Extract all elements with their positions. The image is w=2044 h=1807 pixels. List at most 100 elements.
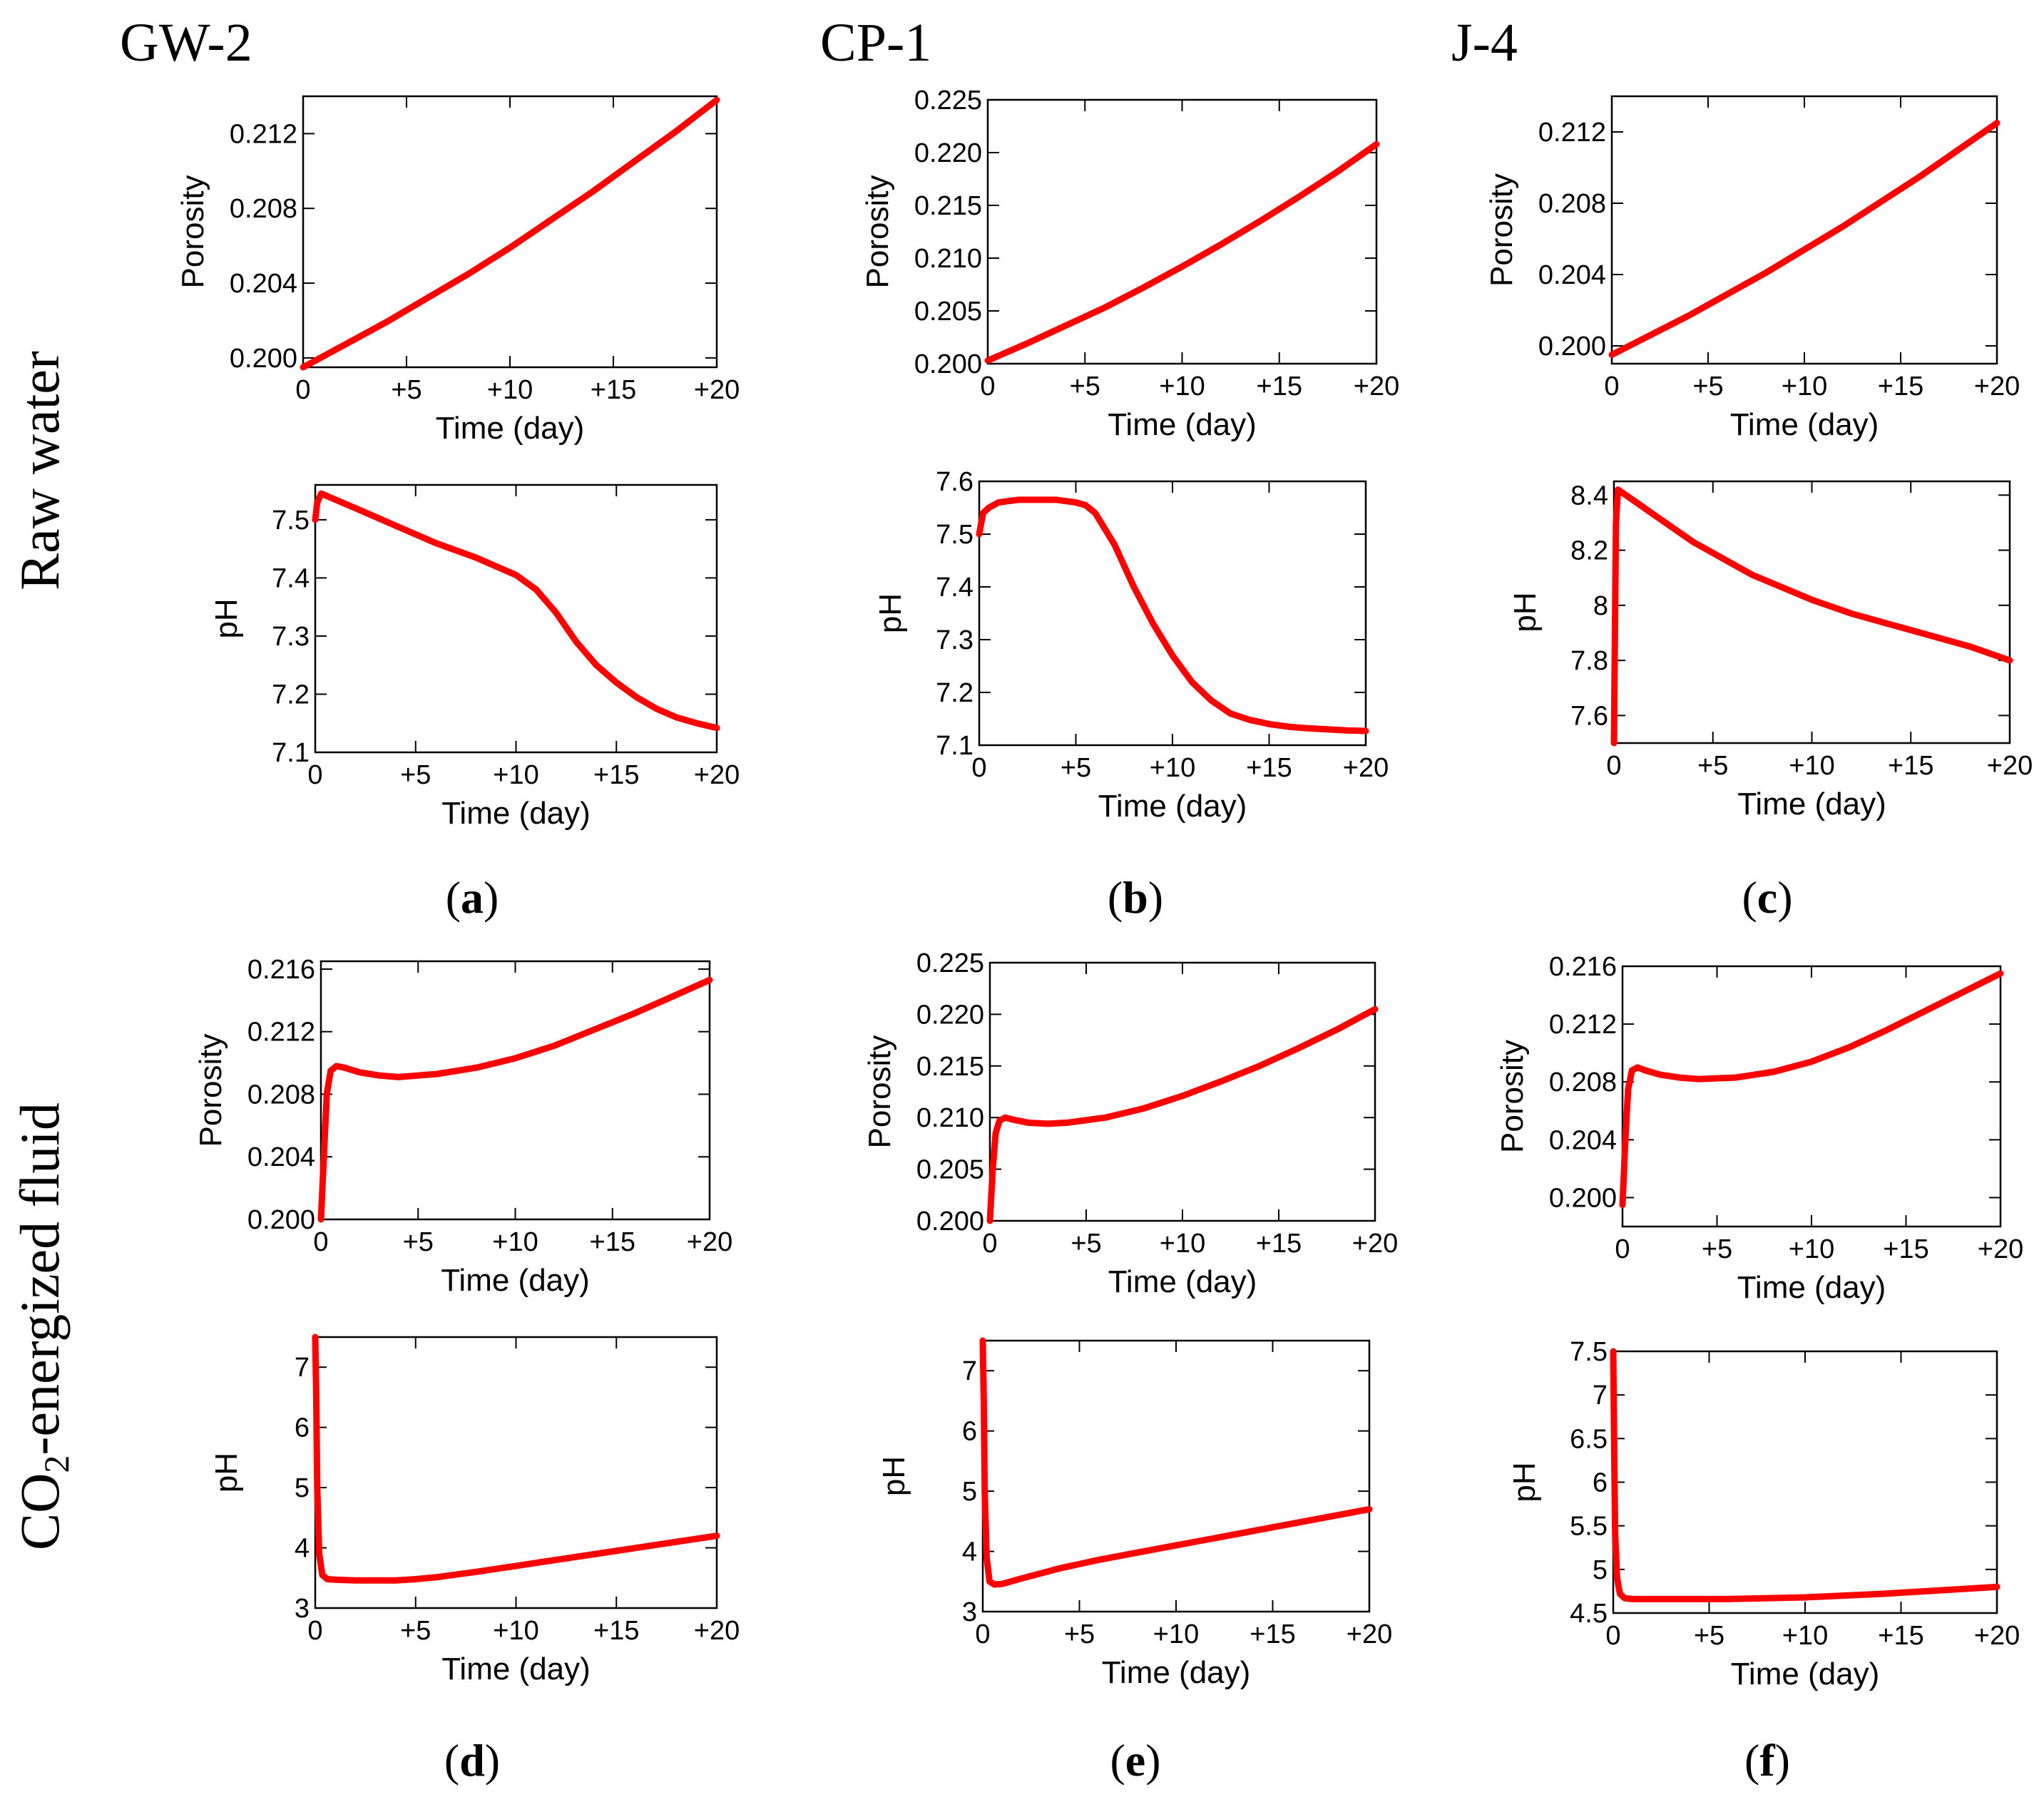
y-axis-label: pH xyxy=(873,593,908,633)
y-tick-label: 7.1 xyxy=(936,731,974,761)
y-tick-label: 7.1 xyxy=(272,738,310,768)
panel-label-b: (b) xyxy=(1108,872,1163,923)
y-tick-label: 7.6 xyxy=(936,467,974,497)
y-tick-label: 5 xyxy=(295,1473,310,1503)
series-line xyxy=(312,1334,720,1584)
series-line xyxy=(312,490,720,732)
y-axis-label: Porosity xyxy=(860,175,895,289)
y-axis-label: pH xyxy=(209,1453,244,1493)
x-tick-label: +20 xyxy=(1354,372,1399,401)
x-tick-label: +15 xyxy=(1246,753,1292,783)
y-tick-label: 7.8 xyxy=(1570,646,1608,676)
y-tick-label: 6 xyxy=(295,1413,310,1443)
y-tick-label: 0.210 xyxy=(914,244,982,274)
series-line xyxy=(300,96,720,371)
x-tick-label: +15 xyxy=(590,1227,635,1257)
y-tick-label: 0.200 xyxy=(230,344,297,374)
x-tick-label: +5 xyxy=(1064,1619,1095,1649)
y-tick-label: 0.210 xyxy=(916,1103,984,1133)
series-line xyxy=(317,976,713,1223)
y-tick-label: 0.204 xyxy=(247,1142,315,1172)
panel-label-e: (e) xyxy=(1110,1735,1160,1786)
series-line xyxy=(984,140,1380,364)
plot-frame xyxy=(1613,480,2011,744)
x-tick-label: +15 xyxy=(1256,1229,1302,1259)
y-tick-label: 5 xyxy=(1593,1555,1608,1585)
y-tick-label: 8 xyxy=(1593,591,1608,621)
y-tick-label: 0.225 xyxy=(916,948,984,978)
x-tick-label: +15 xyxy=(593,760,639,790)
x-tick-label: +20 xyxy=(1347,1619,1392,1649)
x-tick-label: +10 xyxy=(1789,1234,1834,1264)
y-tick-label: 4 xyxy=(295,1534,310,1564)
x-tick-label: 0 xyxy=(982,1229,997,1259)
y-tick-label: 0.208 xyxy=(1549,1068,1617,1097)
y-tick-label: 7.6 xyxy=(1570,701,1608,731)
x-axis-label: Time (day) xyxy=(1730,407,1879,442)
x-axis-label: Time (day) xyxy=(1108,1264,1257,1299)
panel-label-f: (f) xyxy=(1744,1735,1790,1786)
x-tick-label: +10 xyxy=(1782,372,1827,401)
y-tick-label: 8.2 xyxy=(1570,536,1608,566)
plot-frame xyxy=(986,98,1378,365)
y-tick-label: 4.5 xyxy=(1570,1599,1608,1629)
y-tick-label: 6.5 xyxy=(1570,1424,1608,1454)
chart-b-ph: 0 +5 +10 +15 +20 7.1 7.2 7.3 7.4 7.5 7.6 Time (day)… xyxy=(873,467,1389,824)
y-tick-label: 0.200 xyxy=(1549,1183,1617,1213)
x-tick-label: +10 xyxy=(1789,751,1834,781)
chart-c-ph: 0 +5 +10 +15 +20 7.6 7.8 8 8.2 8.4 Time (day) pH xyxy=(1508,480,2033,821)
y-tick-label: 0.215 xyxy=(916,1052,984,1082)
x-tick-label: +15 xyxy=(1257,372,1302,401)
x-tick-label: 0 xyxy=(307,760,322,790)
x-tick-label: 0 xyxy=(971,753,986,783)
y-tick-label: 0.215 xyxy=(914,191,982,221)
series-line xyxy=(1619,970,2004,1209)
x-tick-label: +5 xyxy=(400,1616,431,1646)
y-tick-label: 0.220 xyxy=(916,1000,984,1030)
x-tick-label: +5 xyxy=(1070,1229,1101,1259)
y-tick-label: 0.216 xyxy=(247,955,315,985)
series-line xyxy=(1608,120,2000,358)
x-axis-label: Time (day) xyxy=(441,1263,590,1298)
column-title-cp1: CP-1 xyxy=(820,13,931,73)
x-tick-label: +10 xyxy=(1782,1621,1828,1651)
y-tick-label: 0.208 xyxy=(230,194,297,224)
y-tick-label: 0.204 xyxy=(1549,1125,1617,1155)
y-tick-label: 0.200 xyxy=(916,1207,984,1237)
chart-grid: 0 +5 +10 +15 +20 0.200 0.204 0.208 0.212 Time (da… xyxy=(175,86,2033,1691)
series-line xyxy=(976,496,1369,734)
x-tick-label: 0 xyxy=(1604,372,1619,401)
x-tick-label: 0 xyxy=(980,372,995,401)
plot-frame xyxy=(1612,1350,1998,1614)
y-axis-label: pH xyxy=(1508,592,1543,632)
x-tick-label: 0 xyxy=(307,1616,322,1646)
y-axis-label: Porosity xyxy=(1484,173,1519,287)
x-tick-label: +10 xyxy=(1160,1229,1205,1259)
x-tick-label: +10 xyxy=(493,1616,538,1646)
x-axis-label: Time (day) xyxy=(436,411,585,446)
x-axis-label: Time (day) xyxy=(441,1652,591,1686)
x-tick-label: +5 xyxy=(1694,1621,1724,1651)
y-axis-label: pH xyxy=(1507,1462,1542,1502)
x-axis-label: Time (day) xyxy=(1737,787,1886,821)
y-axis-label: Porosity xyxy=(175,175,210,289)
y-tick-label: 7.4 xyxy=(272,563,310,593)
x-tick-label: 0 xyxy=(1615,1234,1630,1264)
y-tick-label: 0.200 xyxy=(1538,332,1606,362)
y-tick-label: 7.5 xyxy=(272,506,310,536)
y-axis-label: pH xyxy=(877,1456,911,1496)
series-line xyxy=(1610,486,2013,747)
x-tick-label: 0 xyxy=(1606,751,1621,781)
row-label-co2-subscript: 2 xyxy=(36,1455,76,1473)
y-axis-label: Porosity xyxy=(862,1035,897,1149)
x-tick-label: +5 xyxy=(1692,372,1723,401)
y-tick-label: 0.212 xyxy=(230,119,297,149)
x-axis-label: Time (day) xyxy=(1737,1270,1886,1305)
x-tick-label: +10 xyxy=(1153,1619,1199,1649)
y-tick-label: 0.205 xyxy=(914,297,982,327)
y-tick-label: 7.3 xyxy=(272,622,310,652)
series-line xyxy=(1610,1348,2000,1602)
x-tick-label: 0 xyxy=(295,375,310,405)
y-axis-label: pH xyxy=(209,598,244,638)
